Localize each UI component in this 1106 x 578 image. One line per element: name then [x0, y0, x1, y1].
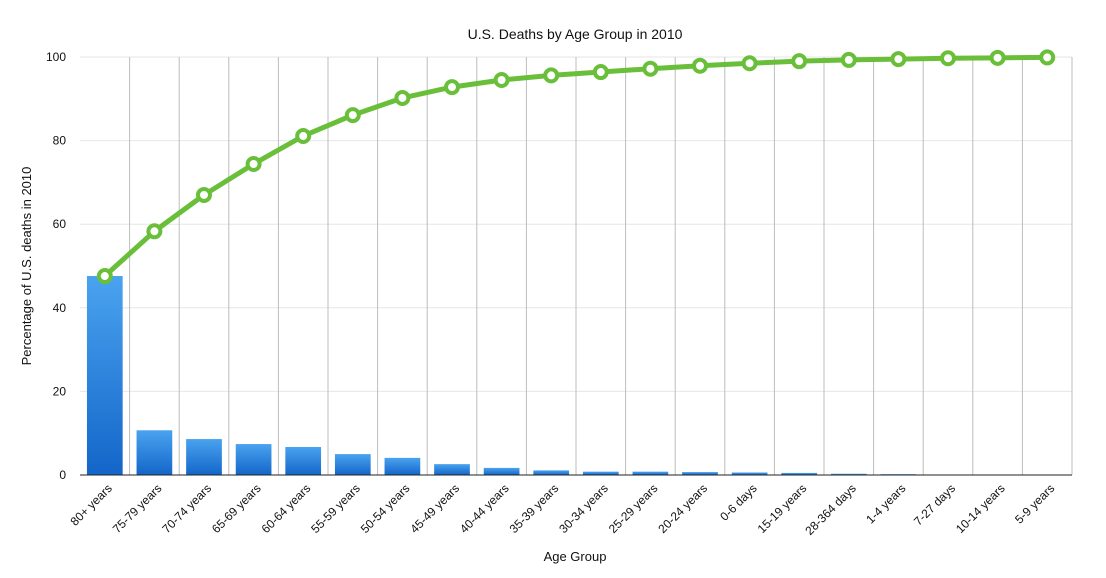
bar-28-364-days	[830, 473, 867, 475]
x-tick-label: 7-27 days	[911, 481, 958, 528]
x-tick-label: 15-19 years	[755, 481, 810, 536]
line-point	[642, 60, 659, 77]
line-point	[196, 186, 212, 203]
x-tick-label: 60-64 years	[259, 481, 314, 536]
line-point	[295, 128, 312, 145]
x-tick-label: 0-6 days	[717, 481, 759, 523]
x-tick-label: 40-44 years	[457, 481, 512, 536]
gridlines	[80, 56, 1073, 475]
y-tick-label: 40	[53, 301, 67, 315]
x-tick-label: 5-9 years	[1012, 481, 1057, 526]
bar-55-59-years	[334, 454, 371, 475]
bar-series	[86, 276, 1066, 476]
line-point	[394, 89, 411, 106]
line-point	[344, 107, 361, 124]
bar-40-44-years	[483, 467, 520, 475]
line-point	[493, 71, 510, 88]
y-tick-label: 60	[53, 217, 67, 231]
line-point	[791, 53, 808, 70]
y-tick-label: 80	[53, 134, 67, 148]
x-tick-label: 20-24 years	[655, 481, 710, 536]
x-tick-label: 25-29 years	[606, 481, 661, 536]
bar-15-19-years	[781, 472, 818, 475]
x-tick-label: 75-79 years	[110, 481, 165, 536]
line-point	[146, 223, 163, 240]
line-point	[444, 79, 460, 96]
y-tick-label: 100	[46, 50, 66, 64]
x-tick-label: 35-39 years	[507, 481, 562, 536]
line-point	[989, 49, 1006, 66]
bar-25-29-years	[632, 471, 669, 475]
bar-65-69-years	[235, 444, 272, 475]
line-point	[692, 57, 708, 74]
y-tick-label: 0	[59, 468, 66, 482]
x-tick-label: 55-59 years	[308, 481, 363, 536]
bar-60-64-years	[285, 446, 322, 475]
bar-70-74-years	[186, 439, 222, 475]
bar-20-24-years	[682, 472, 718, 475]
bar-50-54-years	[384, 457, 421, 475]
line-point	[940, 50, 956, 67]
x-tick-label: 70-74 years	[159, 481, 214, 536]
x-tick-label: 50-54 years	[358, 481, 413, 536]
cumulative-line-series	[96, 49, 1056, 285]
bar-35-39-years	[533, 470, 570, 475]
x-tick-label: 45-49 years	[407, 481, 462, 536]
line-point	[840, 51, 857, 68]
x-axis-label: Age Group	[544, 549, 607, 564]
line-point	[96, 268, 113, 285]
y-tick-label: 20	[53, 384, 67, 398]
x-tick-label: 1-4 years	[863, 481, 908, 526]
cumulative-line	[102, 54, 1050, 279]
bar-0-6-days	[731, 472, 768, 475]
bar-45-49-years	[434, 464, 470, 475]
line-point	[1039, 49, 1056, 66]
x-tick-label: 30-34 years	[556, 481, 611, 536]
x-tick-label: 28-364 days	[802, 481, 859, 538]
line-point	[543, 67, 560, 84]
bar-30-34-years	[582, 471, 619, 475]
bar-80-years	[86, 276, 123, 475]
chart-title: U.S. Deaths by Age Group in 2010	[468, 26, 683, 42]
y-axis-label: Percentage of U.S. deaths in 2010	[19, 167, 34, 366]
line-point	[890, 51, 907, 68]
line-point	[245, 156, 262, 173]
line-point	[741, 55, 758, 72]
x-tick-label: 80+ years	[68, 481, 115, 528]
bar-75-79-years	[136, 430, 173, 475]
y-axis-ticks: 0 20 40 60 80 100	[46, 50, 66, 482]
x-tick-label: 10-14 years	[953, 481, 1008, 536]
line-point	[592, 64, 609, 81]
x-tick-label: 65-69 years	[209, 481, 264, 536]
